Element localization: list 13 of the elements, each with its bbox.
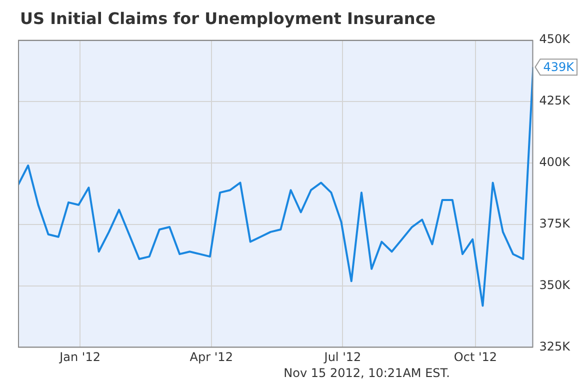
chart-title: US Initial Claims for Unemployment Insurance <box>20 9 436 28</box>
y-tick-label: 350K <box>539 278 572 292</box>
y-tick-label: 450K <box>539 32 572 46</box>
x-tick-label: Jan '12 <box>58 350 101 364</box>
x-tick-label: Apr '12 <box>190 350 233 364</box>
x-tick-label: Oct '12 <box>454 350 498 364</box>
y-tick-label: 400K <box>539 155 572 170</box>
x-tick-label: Jul '12 <box>323 350 362 364</box>
text: Nov 15 2012, 10:21AM EST. <box>284 366 450 380</box>
data-label: 439K <box>543 60 576 74</box>
y-tick-label: 325K <box>539 340 572 354</box>
y-tick-label: 425K <box>539 94 572 108</box>
y-tick-label: 375K <box>539 216 572 231</box>
